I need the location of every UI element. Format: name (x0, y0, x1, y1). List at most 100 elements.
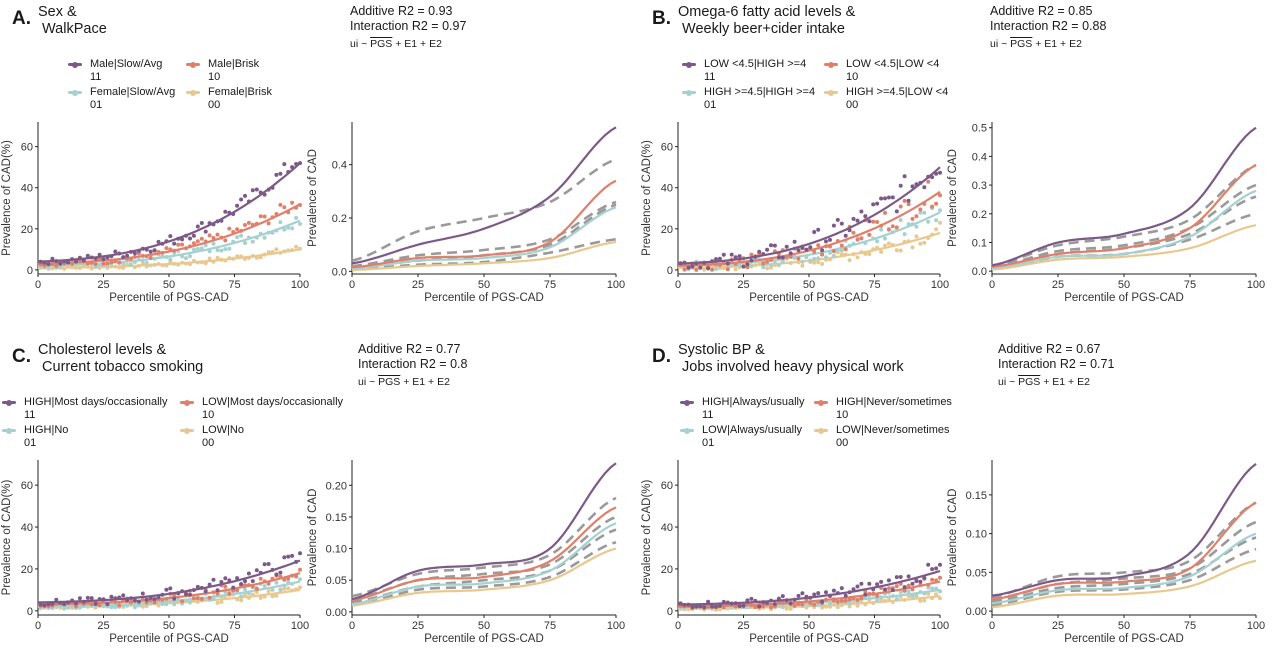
data-point (710, 604, 715, 609)
interaction-line-01 (351, 206, 617, 270)
data-point (93, 262, 98, 267)
data-point (66, 260, 71, 265)
data-point (191, 233, 196, 238)
formula-prefix: ui ~ (990, 38, 1011, 50)
data-point (898, 575, 903, 579)
r2-block: Additive R2 = 0.93 Interaction R2 = 0.97 (350, 4, 466, 33)
data-point (780, 255, 785, 260)
data-point (132, 605, 137, 610)
data-point (199, 236, 204, 241)
y-tick-label: 20 (21, 224, 33, 236)
x-tick-label: 25 (1052, 620, 1064, 632)
data-point (698, 265, 703, 270)
interaction-line-00 (351, 240, 617, 272)
data-point (298, 567, 302, 572)
data-point (223, 247, 228, 252)
x-axis-label: Percentile of PGS-CAD (109, 633, 229, 645)
fit-line (37, 162, 301, 263)
y-tick-label: 0.4 (972, 151, 987, 163)
x-tick-label: 100 (607, 279, 625, 291)
panel-title: Cholesterol levels & Current tobacco smo… (38, 342, 204, 375)
data-point (215, 600, 220, 605)
legend-label: HIGH|No (24, 424, 69, 436)
data-point (298, 585, 302, 590)
data-point (831, 249, 836, 254)
interaction-line-10 (991, 501, 1257, 601)
additive-dashed-line (991, 547, 1257, 607)
data-point (729, 252, 734, 257)
data-point (195, 246, 200, 251)
y-tick-label: 0.1 (972, 237, 987, 249)
additive-dashed-line (991, 536, 1257, 604)
additive-dashed-line (351, 528, 617, 604)
data-point (243, 579, 247, 584)
data-point (717, 256, 722, 261)
data-point (97, 603, 102, 608)
data-point (246, 220, 251, 225)
x-tick-label: 75 (228, 279, 240, 291)
data-point (140, 591, 145, 596)
data-point (934, 592, 939, 597)
legend-code: 01 (90, 99, 103, 111)
y-tick-label: 0.15 (966, 490, 987, 502)
data-point (855, 237, 860, 242)
data-point (780, 605, 785, 610)
legend-swatch (186, 61, 200, 68)
data-point (191, 596, 196, 601)
model-formula: ui ~ PGS + E1 + E2 (998, 376, 1090, 388)
x-tick-label: 25 (97, 279, 109, 291)
data-point (890, 588, 895, 593)
data-point (168, 586, 173, 591)
data-point (199, 221, 204, 225)
data-point (879, 249, 884, 254)
data-point (883, 210, 887, 215)
x-tick-label: 50 (1118, 620, 1130, 632)
interaction-r2: Interaction R2 = 0.71 (998, 356, 1115, 371)
data-point (910, 184, 915, 189)
data-point (74, 259, 78, 264)
data-point (745, 262, 750, 267)
legend-label: Female|Slow/Avg (90, 86, 176, 98)
data-point (725, 261, 730, 266)
data-point (886, 195, 891, 200)
data-point (117, 603, 122, 608)
x-tick-label: 0 (349, 620, 355, 632)
data-point (156, 239, 161, 244)
data-point (698, 604, 703, 609)
data-point (215, 248, 220, 253)
data-point (101, 257, 106, 262)
data-point (270, 594, 275, 599)
data-point (250, 188, 255, 193)
data-point (85, 595, 90, 600)
data-point (812, 256, 817, 261)
data-point (38, 602, 43, 607)
y-tick-label: 0.0 (332, 266, 347, 278)
data-point (188, 600, 192, 605)
y-tick-label: 20 (661, 224, 673, 236)
data-point (922, 240, 927, 245)
fit-line (677, 569, 941, 606)
data-point (164, 587, 169, 592)
data-point (886, 586, 891, 591)
data-point (243, 223, 247, 227)
legend-code: 10 (208, 71, 221, 83)
data-point (235, 235, 240, 240)
x-axis-label: Percentile of PGS-CAD (1064, 633, 1184, 645)
data-point (246, 571, 251, 576)
data-point (906, 583, 911, 588)
data-point (934, 227, 939, 232)
data-point (938, 562, 942, 567)
data-point (812, 260, 817, 265)
data-point (816, 256, 821, 261)
data-point (816, 603, 821, 607)
model-formula: ui ~ PGS + E1 + E2 (358, 376, 450, 388)
interaction-r2: Interaction R2 = 0.8 (358, 356, 468, 371)
data-point (223, 584, 228, 589)
y-axis-label: Prevalence of CAD(%) (641, 140, 653, 256)
data-point (879, 196, 884, 201)
data-point (266, 221, 271, 226)
data-point (239, 197, 244, 202)
data-point (140, 604, 145, 609)
y-tick-label: 0.00 (326, 607, 347, 619)
data-point (863, 214, 868, 219)
